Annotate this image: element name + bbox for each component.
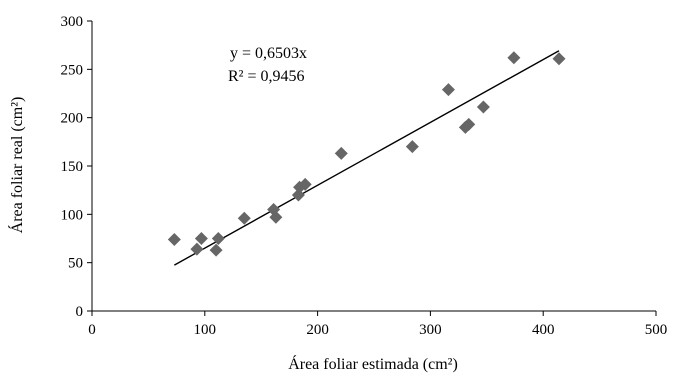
x-axis-title: Área foliar estimada (cm²) xyxy=(288,354,458,373)
data-point xyxy=(194,232,208,245)
data-point xyxy=(405,140,419,154)
x-tick-label: 400 xyxy=(532,322,555,338)
y-tick-label: 200 xyxy=(61,111,84,127)
y-tick-label: 50 xyxy=(68,256,83,272)
data-point xyxy=(476,100,490,114)
y-axis-title: Área foliar real (cm²) xyxy=(7,97,26,234)
data-point xyxy=(441,83,455,97)
x-tick-label: 500 xyxy=(645,322,668,338)
x-tick-label: 100 xyxy=(194,322,217,338)
x-ticks: 0 100 200 300 400 500 xyxy=(88,311,667,338)
data-point xyxy=(298,177,312,191)
equation-label: y = 0,6503x xyxy=(230,45,307,62)
y-tick-label: 250 xyxy=(61,62,84,78)
data-point xyxy=(334,146,348,160)
y-tick-label: 300 xyxy=(61,14,84,30)
trendline-group xyxy=(174,50,560,266)
data-point xyxy=(237,211,251,225)
y-ticks: 0 50 100 150 200 250 300 xyxy=(61,14,92,320)
data-point xyxy=(167,232,181,246)
data-points xyxy=(167,51,566,257)
x-tick-label: 0 xyxy=(88,322,96,338)
y-tick-label: 100 xyxy=(61,207,84,223)
data-point xyxy=(291,188,305,202)
axes xyxy=(91,21,656,312)
data-point xyxy=(462,117,476,131)
y-tick-label: 0 xyxy=(76,304,84,320)
y-tick-label: 150 xyxy=(61,159,84,175)
x-tick-label: 200 xyxy=(306,322,329,338)
data-point xyxy=(507,51,521,65)
data-point xyxy=(552,52,566,66)
data-point xyxy=(211,232,225,245)
data-point xyxy=(190,242,204,256)
data-point xyxy=(269,210,283,224)
data-point xyxy=(209,243,223,257)
x-tick-label: 300 xyxy=(419,322,442,338)
trendline xyxy=(174,50,560,266)
r-squared-label: R² = 0,9456 xyxy=(228,68,305,85)
